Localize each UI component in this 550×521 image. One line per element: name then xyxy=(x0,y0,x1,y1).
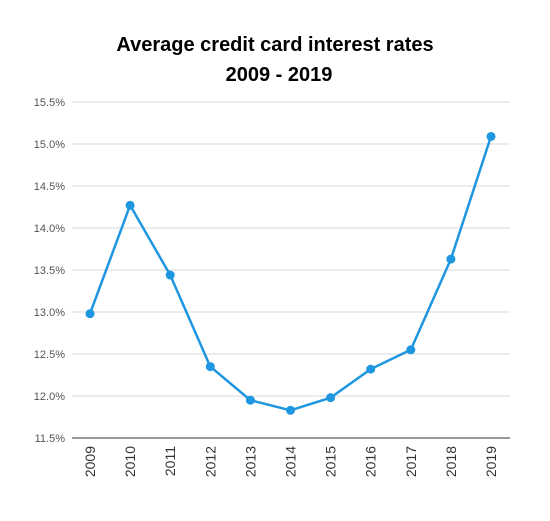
x-tick-label: 2019 xyxy=(483,446,499,477)
x-tick-label: 2016 xyxy=(363,446,379,477)
series-line xyxy=(88,136,493,412)
data-point xyxy=(406,345,416,355)
gridlines xyxy=(72,101,510,397)
x-tick-label: 2011 xyxy=(162,446,178,476)
y-axis-tick-labels: 11.5% 12.0% 12.5% 13.0% 13.5% 14.0% 14.5% 15.0%… xyxy=(34,97,65,445)
data-point xyxy=(125,200,135,210)
data-points xyxy=(85,131,496,415)
y-tick-label: 15.5% xyxy=(34,97,65,109)
x-tick-label: 2018 xyxy=(443,446,459,477)
y-tick-label: 13.0% xyxy=(34,307,65,319)
chart-title: Average credit card interest rates xyxy=(116,34,434,56)
y-tick-label: 12.5% xyxy=(34,349,65,361)
x-tick-label: 2015 xyxy=(323,446,339,477)
y-tick-label: 14.5% xyxy=(34,181,65,193)
chart-title-block: Average credit card interest rates 2009 … xyxy=(0,30,550,90)
data-point xyxy=(245,395,255,405)
x-tick-label: 2013 xyxy=(242,446,258,477)
y-tick-label: 12.0% xyxy=(34,391,65,403)
data-point xyxy=(486,131,496,141)
data-point xyxy=(85,309,95,319)
x-tick-label: 2010 xyxy=(122,446,138,477)
y-tick-label: 15.0% xyxy=(34,139,65,151)
data-point xyxy=(446,254,456,264)
data-point xyxy=(326,393,336,403)
y-tick-label: 11.5% xyxy=(35,433,66,445)
data-point xyxy=(205,362,215,372)
data-point xyxy=(366,364,376,374)
x-tick-label: 2012 xyxy=(202,446,218,477)
y-tick-label: 14.0% xyxy=(34,223,65,235)
y-tick-label: 13.5% xyxy=(34,265,65,277)
data-point xyxy=(165,270,175,280)
x-axis-tick-labels: 2009 2010 2011 2012 2013 2014 2015 2016 2017 2018… xyxy=(82,446,499,477)
x-tick-label: 2017 xyxy=(403,446,419,477)
data-point xyxy=(286,405,295,415)
x-tick-label: 2009 xyxy=(82,446,98,477)
x-tick-label: 2014 xyxy=(283,446,299,477)
chart-subtitle: 2009 - 2019 xyxy=(225,64,333,86)
